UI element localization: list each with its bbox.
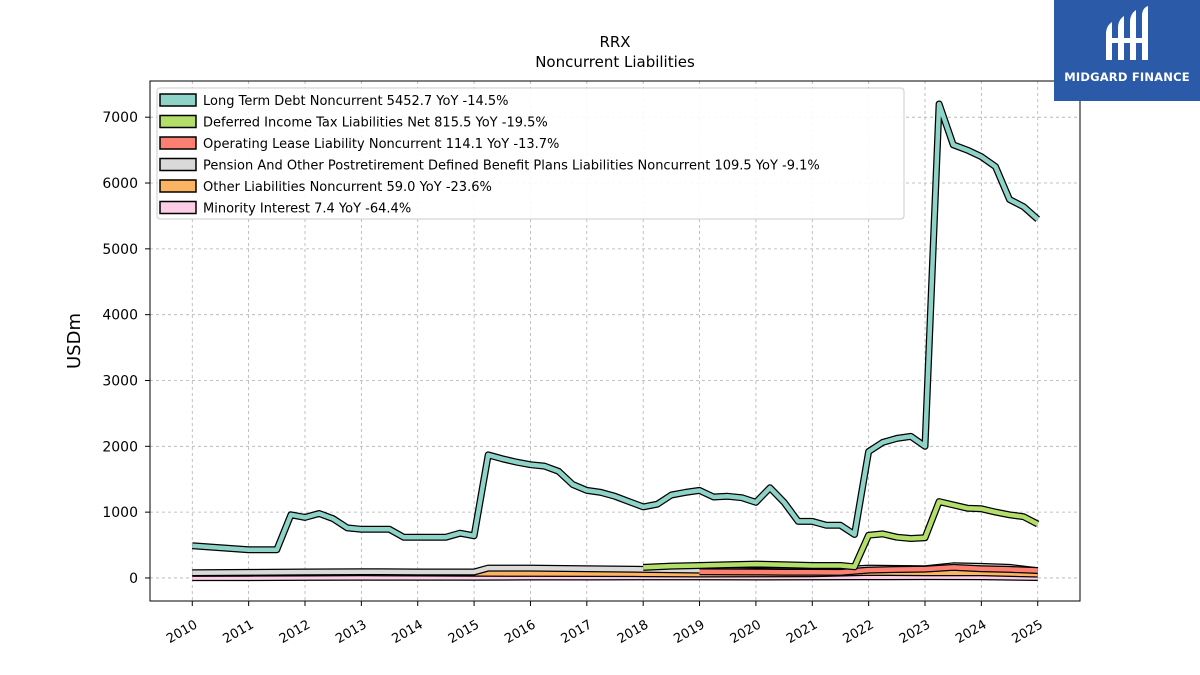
- series-line: [192, 101, 1040, 552]
- y-tick-label: 4000: [102, 308, 138, 324]
- x-tick-label: 2019: [671, 617, 707, 647]
- y-tick-label: 2000: [102, 439, 138, 455]
- x-tick-label: 2015: [446, 617, 482, 647]
- y-tick-label: 1000: [102, 505, 138, 521]
- x-tick-label: 2023: [897, 617, 933, 647]
- chart-subtitle: Noncurrent Liabilities: [535, 53, 695, 71]
- plot-frame: [149, 80, 1081, 602]
- y-tick-label: 0: [129, 571, 138, 587]
- x-tick-label: 2025: [1010, 617, 1046, 647]
- legend-entry: Other Liabilities Noncurrent 59.0 YoY -2…: [203, 180, 492, 195]
- x-tick-label: 2020: [728, 617, 764, 647]
- chart-title: RRX: [599, 33, 630, 51]
- legend-swatch: [159, 93, 197, 107]
- legend-swatch: [159, 157, 197, 172]
- series-0: [192, 100, 1041, 554]
- series-line: [643, 499, 1039, 570]
- logo: MIDGARD FINANCE: [1054, 0, 1200, 101]
- legend-swatch: [159, 136, 197, 150]
- series-outline: [643, 498, 1040, 571]
- series-line: [699, 565, 1038, 575]
- legend-swatch: [159, 200, 197, 215]
- legend-swatch: [159, 114, 197, 129]
- x-tick-label: 2010: [164, 617, 200, 647]
- x-tick-label: 2024: [953, 617, 989, 647]
- x-tick-label: 2021: [784, 617, 820, 647]
- legend-entry: Pension And Other Postretirement Defined…: [203, 159, 820, 174]
- legend-entry: Long Term Debt Noncurrent 5452.7 YoY -14…: [203, 94, 509, 109]
- y-tick-label: 3000: [102, 373, 138, 389]
- legend-entry: Minority Interest 7.4 YoY -64.4%: [203, 202, 411, 217]
- legend-entry: Operating Lease Liability Noncurrent 114…: [203, 137, 559, 152]
- series-2: [699, 563, 1038, 576]
- x-tick-label: 2016: [502, 617, 538, 647]
- y-tick-label: 7000: [102, 110, 138, 126]
- series-layer: [192, 100, 1041, 582]
- y-axis-label: USDm: [64, 313, 85, 369]
- y-tick-label: 6000: [102, 176, 138, 192]
- x-tick-label: 2018: [615, 617, 651, 647]
- x-tick-label: 2014: [390, 617, 426, 647]
- legend-box: [156, 87, 905, 220]
- y-axis: 0 1000 2000 3000 4000 5000 6000 7000: [102, 110, 150, 587]
- x-axis: 2010 2011 2012 2013 2014 2015 2016 2017 2018 2019…: [164, 601, 1046, 647]
- x-tick-label: 2013: [333, 617, 369, 647]
- x-tick-label: 2017: [559, 617, 595, 647]
- x-tick-label: 2012: [277, 617, 313, 647]
- legend: Long Term Debt Noncurrent 5452.7 YoY -14…: [156, 87, 905, 220]
- logo-text: MIDGARD FINANCE: [1064, 70, 1190, 84]
- series-1: [643, 498, 1040, 571]
- logo-icon: [1106, 6, 1148, 60]
- x-tick-label: 2022: [840, 617, 876, 647]
- x-tick-label: 2011: [220, 617, 256, 647]
- y-tick-label: 5000: [102, 242, 138, 258]
- legend-entry: Deferred Income Tax Liabilities Net 815.…: [203, 116, 548, 131]
- legend-swatch: [159, 179, 197, 193]
